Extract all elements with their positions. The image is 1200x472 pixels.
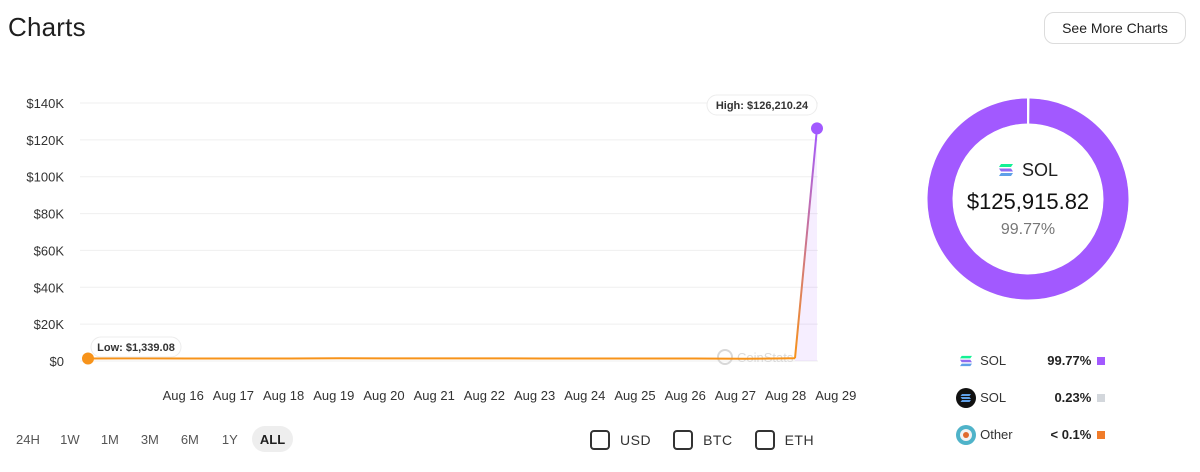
currency-eth-toggle[interactable]: ETH: [754, 430, 815, 450]
price-line: [87, 357, 796, 360]
y-tick-label: $100K: [26, 170, 64, 185]
legend-item-name: SOL: [980, 353, 1007, 368]
portfolio-line-chart: $0 $20K $40K $60K $80K $100K $120K $140K Aug 16 A…: [26, 94, 856, 403]
see-more-charts-button[interactable]: See More Charts: [1044, 12, 1186, 44]
x-tick-label: Aug 29: [815, 388, 856, 403]
donut-center-summary: SOL $125,915.82 99.77%: [927, 98, 1129, 300]
legend-item-name: SOL: [980, 390, 1007, 405]
range-24h-button[interactable]: 24H: [16, 431, 40, 447]
range-6m-button[interactable]: 6M: [180, 431, 199, 447]
donut-asset-value: $125,915.82: [966, 188, 1090, 214]
range-1m-button[interactable]: 1M: [100, 431, 119, 447]
high-label: High: $126,210.24: [716, 100, 809, 112]
range-3m-button[interactable]: 3M: [140, 431, 159, 447]
donut-asset-percent: 99.77%: [1000, 220, 1056, 238]
currency-btc-toggle[interactable]: BTC: [673, 430, 733, 450]
checkmark-icon: [593, 435, 607, 446]
legend-item[interactable]: SOL 0.23%: [955, 379, 1105, 416]
high-label-bubble: [706, 94, 818, 116]
legend-color-swatch: [1097, 430, 1105, 439]
x-tick-label: Aug 27: [715, 388, 756, 403]
x-tick-label: Aug 17: [213, 388, 254, 403]
watermark: CoinStats: [737, 350, 794, 365]
low-point-marker: [82, 352, 94, 365]
eth-checkbox[interactable]: [754, 430, 775, 450]
low-label-bubble: [90, 336, 182, 358]
x-tick-label: Aug 20: [363, 388, 404, 403]
range-1y-button[interactable]: 1Y: [221, 431, 238, 447]
range-all-button[interactable]: ALL: [251, 426, 294, 452]
x-tick-label: Aug 19: [313, 388, 354, 403]
y-tick-label: $20K: [34, 317, 65, 332]
legend-item[interactable]: Other < 0.1%: [955, 416, 1105, 453]
legend-item-name: Other: [980, 427, 1013, 442]
allocation-donut-chart[interactable]: [927, 98, 1129, 300]
y-tick-label: $80K: [34, 207, 65, 222]
y-tick-label: $140K: [26, 96, 64, 111]
usd-checkbox[interactable]: [590, 430, 610, 450]
y-tick-label: $60K: [34, 243, 65, 258]
other-coin-icon: [955, 424, 976, 446]
donut-asset-name: SOL: [1021, 159, 1059, 180]
x-tick-label: Aug 21: [414, 388, 455, 403]
currency-selector: USD BTC ETH: [590, 430, 814, 450]
solana-dark-icon: [955, 387, 976, 409]
x-tick-label: Aug 23: [514, 388, 555, 403]
x-tick-label: Aug 25: [614, 388, 655, 403]
usd-label: USD: [620, 432, 652, 448]
x-tick-label: Aug 28: [765, 388, 806, 403]
currency-usd-toggle[interactable]: USD: [590, 430, 651, 450]
legend-item-percent: 0.23%: [1054, 390, 1092, 405]
legend-color-swatch: [1097, 356, 1105, 365]
y-tick-label: $0: [50, 354, 64, 369]
low-label: Low: $1,339.08: [97, 342, 175, 354]
x-tick-label: Aug 16: [163, 388, 204, 403]
x-tick-label: Aug 22: [464, 388, 505, 403]
allocation-legend: SOL 99.77% SOL 0.23% Other < 0.1%: [955, 342, 1105, 453]
legend-item[interactable]: SOL 99.77%: [955, 342, 1105, 379]
solana-icon: [998, 164, 1013, 176]
time-range-selector: 24H 1W 1M 3M 6M 1Y ALL: [8, 426, 294, 452]
btc-label: BTC: [703, 432, 733, 448]
high-point-marker: [811, 122, 823, 135]
btc-checkbox[interactable]: [673, 430, 694, 450]
y-tick-label: $120K: [26, 133, 64, 148]
legend-item-percent: < 0.1%: [1050, 427, 1092, 442]
legend-color-swatch: [1097, 393, 1105, 402]
x-tick-label: Aug 26: [665, 388, 706, 403]
legend-item-percent: 99.77%: [1047, 353, 1092, 368]
x-tick-label: Aug 24: [564, 388, 605, 403]
x-tick-label: Aug 18: [263, 388, 304, 403]
eth-label: ETH: [784, 432, 815, 448]
page-title: Charts: [8, 12, 86, 42]
price-spike-line: [794, 128, 818, 359]
y-tick-label: $40K: [34, 280, 65, 295]
solana-icon: [955, 350, 976, 372]
coinstats-logo-icon: [717, 349, 733, 365]
range-1w-button[interactable]: 1W: [60, 431, 80, 447]
